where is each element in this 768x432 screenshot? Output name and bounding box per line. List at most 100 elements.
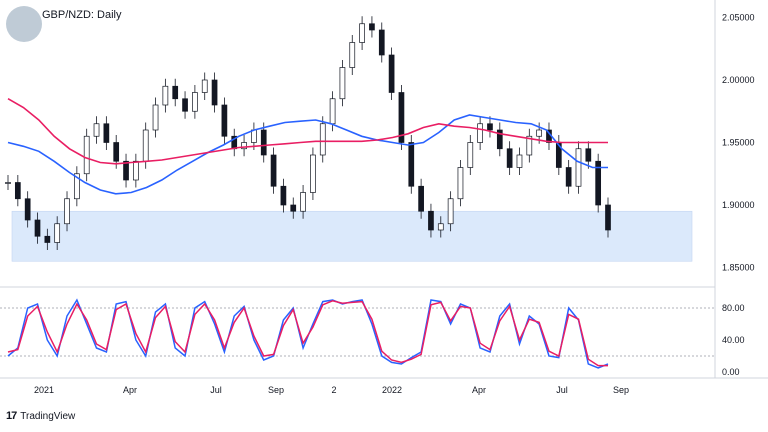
candle — [447, 191, 454, 232]
candle — [123, 153, 129, 188]
candle-body — [152, 104, 159, 131]
time-tick-label: 2021 — [34, 385, 54, 395]
candle — [349, 35, 356, 75]
ma-line-ma100 — [7, 114, 608, 195]
candle-body — [221, 104, 228, 137]
candle — [467, 135, 474, 175]
oscillator-tick-label: 40.00 — [722, 335, 745, 345]
candle — [428, 203, 434, 238]
candle — [152, 97, 159, 138]
support-zone-layer — [11, 210, 693, 262]
candle-body — [378, 29, 385, 56]
candle-body — [290, 204, 297, 212]
candle-body — [575, 148, 582, 187]
candle-body — [408, 142, 415, 187]
candle-body — [526, 135, 533, 156]
candle — [14, 175, 21, 207]
candle-body — [349, 42, 356, 68]
candle-body — [14, 182, 21, 200]
time-tick-label: Apr — [472, 385, 486, 395]
candle-body — [300, 192, 306, 212]
candle-body — [595, 160, 602, 206]
candle — [103, 116, 110, 150]
candle-body — [5, 182, 11, 184]
candle — [369, 16, 375, 38]
candle — [5, 175, 11, 190]
candle-body — [103, 123, 110, 143]
candle-body — [506, 148, 513, 168]
candle — [339, 60, 346, 107]
candle-body — [83, 135, 90, 175]
candle — [192, 85, 198, 119]
ma-line-ma200 — [7, 98, 608, 165]
time-tick-label: Sep — [268, 385, 284, 395]
candle — [24, 191, 31, 228]
candle — [595, 153, 602, 213]
candle — [359, 16, 365, 50]
candle — [182, 91, 188, 119]
candle-body — [585, 148, 592, 162]
price-tick-label: 1.85000 — [722, 263, 755, 273]
candle — [605, 197, 611, 238]
candles-layer — [5, 16, 611, 250]
candle-body — [398, 92, 405, 143]
candle-body — [329, 98, 336, 125]
candle — [162, 78, 169, 113]
candle-body — [192, 92, 198, 112]
time-tick-label: Jul — [210, 385, 222, 395]
candle-body — [251, 129, 257, 143]
support-zone — [11, 210, 693, 262]
candle-body — [359, 23, 365, 43]
candle-body — [319, 123, 326, 156]
candle-body — [260, 129, 267, 156]
candle — [388, 47, 395, 100]
candle — [93, 116, 100, 144]
candle — [496, 122, 503, 157]
candle-body — [44, 235, 51, 243]
candle — [74, 166, 80, 207]
candle — [201, 72, 208, 100]
price-axis: 2.05000 2.00000 1.95000 1.90000 1.85000 — [722, 13, 755, 273]
price-tick-label: 2.00000 — [722, 75, 755, 85]
candle-body — [123, 160, 129, 181]
candle — [54, 216, 61, 250]
candle — [516, 147, 523, 175]
candle — [487, 116, 493, 138]
brand-label: TradingView — [20, 410, 76, 422]
moving-averages-layer — [7, 98, 608, 195]
candle — [506, 141, 513, 175]
candle — [477, 116, 483, 150]
candle — [260, 122, 267, 163]
candle-body — [64, 198, 70, 225]
candle — [83, 128, 90, 182]
candle-body — [369, 23, 375, 31]
candle-body — [388, 54, 395, 93]
price-tick-label: 2.05000 — [722, 13, 755, 23]
candle — [34, 212, 41, 244]
candle — [418, 178, 424, 219]
candle-body — [270, 154, 277, 187]
candle-body — [487, 123, 493, 131]
candle-body — [241, 142, 247, 150]
candle-body — [565, 167, 572, 187]
candle — [565, 160, 572, 194]
candle — [133, 153, 139, 188]
candle — [398, 85, 405, 150]
candle — [290, 197, 297, 219]
candle — [378, 22, 385, 63]
candle-body — [113, 142, 120, 162]
candle-body — [133, 160, 139, 181]
time-axis: 2021 Apr Jul Sep 2 2022 Apr Jul Sep — [34, 385, 629, 395]
chart-title: GBP/NZD: Daily — [42, 9, 122, 21]
candle-body — [496, 129, 503, 150]
candle-body — [211, 79, 218, 106]
price-tick-label: 1.90000 — [722, 200, 755, 210]
candle-body — [447, 198, 454, 225]
candle-body — [437, 223, 444, 231]
candle-body — [142, 129, 149, 162]
candle — [221, 97, 228, 144]
candle — [211, 72, 218, 113]
tradingview-brand: 17 TradingView — [6, 410, 75, 422]
price-tick-label: 1.95000 — [722, 138, 755, 148]
